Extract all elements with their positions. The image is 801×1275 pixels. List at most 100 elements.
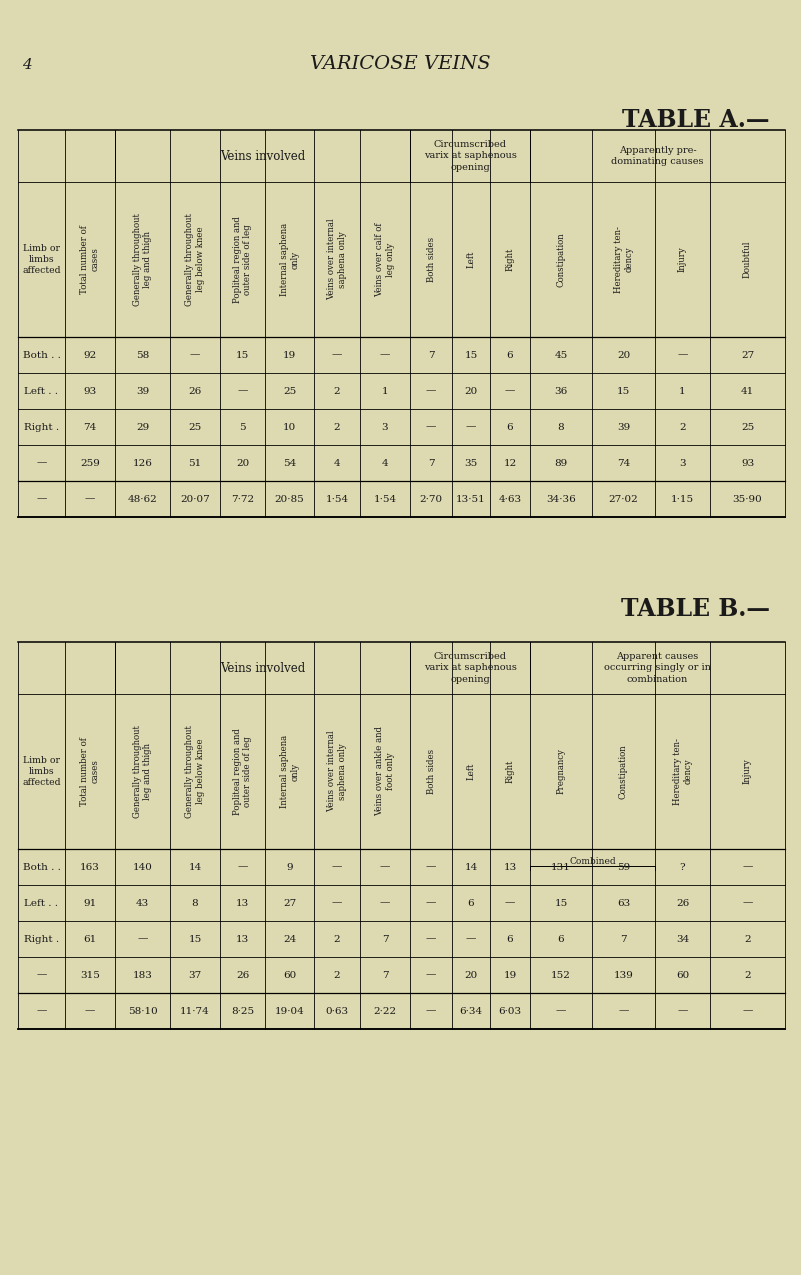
Text: Right .: Right . xyxy=(24,422,59,431)
Text: Generally throughout
leg below knee: Generally throughout leg below knee xyxy=(185,725,205,819)
Text: 58·10: 58·10 xyxy=(127,1006,157,1015)
Text: 3: 3 xyxy=(382,422,388,431)
Text: Injury: Injury xyxy=(678,246,687,273)
Text: 48·62: 48·62 xyxy=(127,495,157,504)
Text: 25: 25 xyxy=(188,422,202,431)
Text: —: — xyxy=(85,1006,95,1015)
Text: —: — xyxy=(426,1006,437,1015)
Text: 2·70: 2·70 xyxy=(420,495,443,504)
Text: —: — xyxy=(137,935,147,943)
Text: 20: 20 xyxy=(235,459,249,468)
Text: 9: 9 xyxy=(286,862,293,872)
Text: 20: 20 xyxy=(465,386,477,395)
Text: 60: 60 xyxy=(283,970,296,979)
Text: —: — xyxy=(505,899,515,908)
Text: 15: 15 xyxy=(465,351,477,360)
Text: Veins over ankle and
foot only: Veins over ankle and foot only xyxy=(376,727,395,816)
Text: Injury: Injury xyxy=(743,759,752,784)
Text: 54: 54 xyxy=(283,459,296,468)
Text: 24: 24 xyxy=(283,935,296,943)
Text: 8: 8 xyxy=(191,899,199,908)
Text: —: — xyxy=(190,351,200,360)
Text: 39: 39 xyxy=(617,422,630,431)
Text: 2: 2 xyxy=(679,422,686,431)
Text: —: — xyxy=(380,351,390,360)
Text: —: — xyxy=(332,351,342,360)
Text: 6·34: 6·34 xyxy=(460,1006,482,1015)
Text: 34: 34 xyxy=(676,935,689,943)
Text: 2·22: 2·22 xyxy=(373,1006,396,1015)
Text: Right: Right xyxy=(505,247,514,272)
Text: 2: 2 xyxy=(334,422,340,431)
Text: 39: 39 xyxy=(136,386,149,395)
Text: 3: 3 xyxy=(679,459,686,468)
Text: —: — xyxy=(426,386,437,395)
Text: 20·07: 20·07 xyxy=(180,495,210,504)
Text: —: — xyxy=(426,935,437,943)
Text: 58: 58 xyxy=(136,351,149,360)
Text: 8: 8 xyxy=(557,422,565,431)
Text: —: — xyxy=(380,899,390,908)
Text: —: — xyxy=(237,386,248,395)
Text: —: — xyxy=(556,1006,566,1015)
Text: 13: 13 xyxy=(235,935,249,943)
Text: 61: 61 xyxy=(83,935,97,943)
Text: 6: 6 xyxy=(507,351,513,360)
Text: —: — xyxy=(426,422,437,431)
Text: 36: 36 xyxy=(554,386,568,395)
Text: 7: 7 xyxy=(382,970,388,979)
Text: —: — xyxy=(466,422,476,431)
Text: Veins over internal
saphena only: Veins over internal saphena only xyxy=(328,219,347,301)
Text: 126: 126 xyxy=(132,459,152,468)
Text: 2: 2 xyxy=(334,970,340,979)
Text: ?: ? xyxy=(680,862,686,872)
Text: 0·63: 0·63 xyxy=(325,1006,348,1015)
Text: —: — xyxy=(678,351,688,360)
Text: 89: 89 xyxy=(554,459,568,468)
Text: 63: 63 xyxy=(617,899,630,908)
Text: TABLE B.—: TABLE B.— xyxy=(621,597,770,621)
Text: —: — xyxy=(36,970,46,979)
Text: 20: 20 xyxy=(617,351,630,360)
Text: Doubtful: Doubtful xyxy=(743,241,752,278)
Text: 2: 2 xyxy=(334,935,340,943)
Text: Constipation: Constipation xyxy=(619,745,628,799)
Text: 15: 15 xyxy=(554,899,568,908)
Text: 1·54: 1·54 xyxy=(373,495,396,504)
Text: Hereditary ten-
dency: Hereditary ten- dency xyxy=(673,738,692,805)
Text: 14: 14 xyxy=(188,862,202,872)
Text: 140: 140 xyxy=(132,862,152,872)
Text: 4: 4 xyxy=(334,459,340,468)
Text: Right: Right xyxy=(505,760,514,783)
Text: 13·51: 13·51 xyxy=(456,495,486,504)
Text: 15: 15 xyxy=(188,935,202,943)
Text: 92: 92 xyxy=(83,351,97,360)
Text: Circumscribed
varix at saphenous
opening: Circumscribed varix at saphenous opening xyxy=(424,140,517,172)
Text: 15: 15 xyxy=(235,351,249,360)
Text: 6: 6 xyxy=(507,935,513,943)
Text: 20: 20 xyxy=(465,970,477,979)
Text: Internal saphena
only: Internal saphena only xyxy=(280,223,300,296)
Text: Apparent causes
occurring singly or in
combination: Apparent causes occurring singly or in c… xyxy=(604,652,711,683)
Text: 6: 6 xyxy=(507,422,513,431)
Text: Generally throughout
leg and thigh: Generally throughout leg and thigh xyxy=(133,213,152,306)
Text: 12: 12 xyxy=(503,459,517,468)
Text: 37: 37 xyxy=(188,970,202,979)
Text: —: — xyxy=(36,459,46,468)
Text: 13: 13 xyxy=(235,899,249,908)
Text: 41: 41 xyxy=(741,386,754,395)
Text: 20·85: 20·85 xyxy=(275,495,304,504)
Text: 7: 7 xyxy=(428,351,434,360)
Text: Hereditary ten-
dency: Hereditary ten- dency xyxy=(614,226,634,293)
Text: 183: 183 xyxy=(132,970,152,979)
Text: 11·74: 11·74 xyxy=(180,1006,210,1015)
Text: Left . .: Left . . xyxy=(25,899,58,908)
Text: 2: 2 xyxy=(744,970,751,979)
Text: Total number of
cases: Total number of cases xyxy=(80,226,99,295)
Text: 4: 4 xyxy=(382,459,388,468)
Text: 26: 26 xyxy=(188,386,202,395)
Text: 35·90: 35·90 xyxy=(733,495,763,504)
Text: 315: 315 xyxy=(80,970,100,979)
Text: Popliteal region and
outer side of leg: Popliteal region and outer side of leg xyxy=(233,215,252,303)
Text: Veins over calf of
leg only: Veins over calf of leg only xyxy=(376,222,395,297)
